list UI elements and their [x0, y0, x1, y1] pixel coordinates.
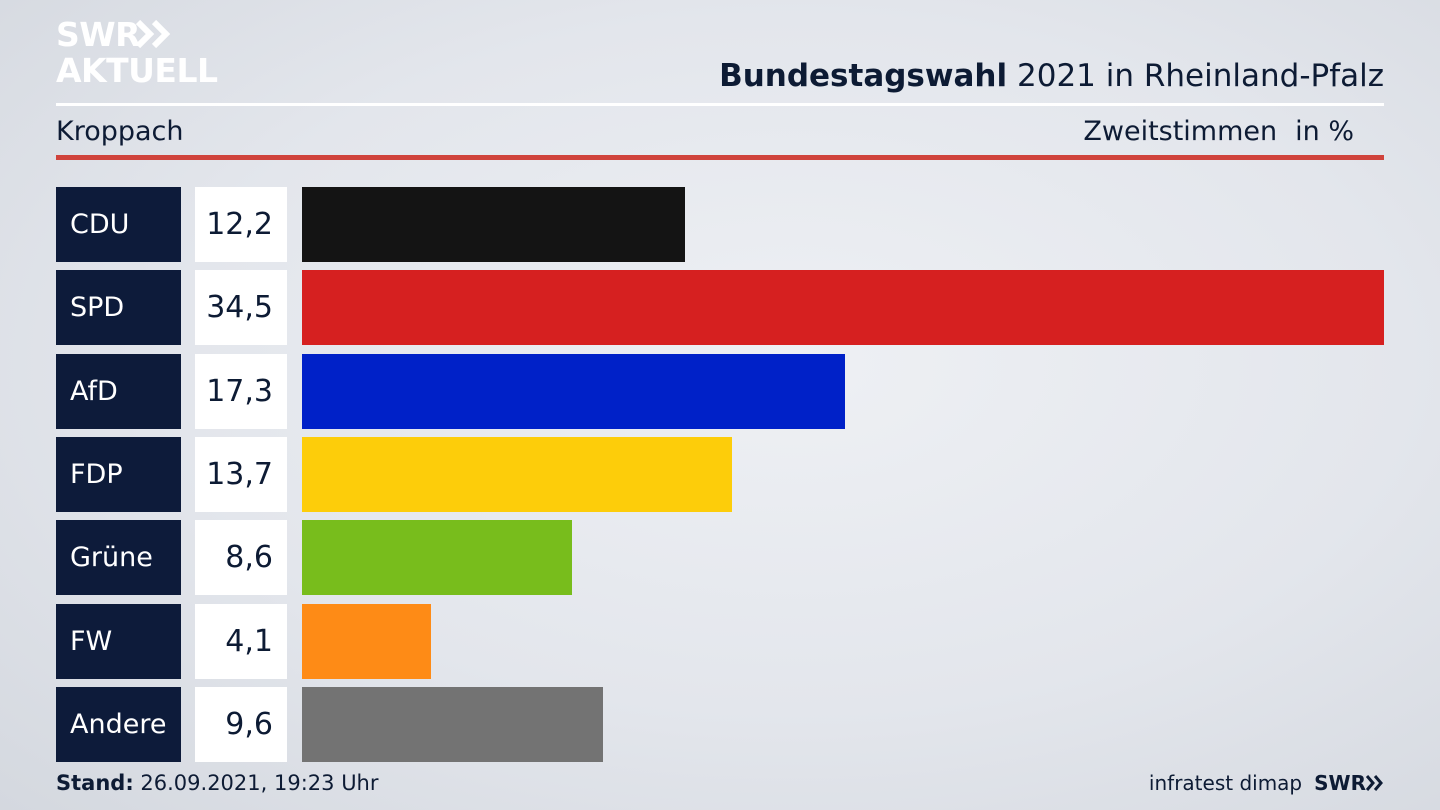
logo-aktuell-text: AKTUELL — [56, 51, 218, 90]
party-label-gr-ne: Grüne — [56, 520, 181, 595]
swr-brand: SWR — [1314, 771, 1384, 795]
logo-chevrons-icon — [136, 20, 171, 48]
header-divider — [56, 103, 1384, 106]
party-label-andere: Andere — [56, 687, 181, 762]
value-label-gr-ne: 8,6 — [195, 520, 287, 595]
bar-cdu — [302, 187, 685, 262]
bar-fw — [302, 604, 431, 679]
measure-label: Zweitstimmen in % — [1083, 116, 1354, 147]
accent-divider — [56, 155, 1384, 160]
value-label-fdp: 13,7 — [195, 437, 287, 512]
bar-afd — [302, 354, 845, 429]
measure-name: Zweitstimmen — [1083, 116, 1278, 147]
timestamp: Stand: 26.09.2021, 19:23 Uhr — [56, 771, 379, 795]
stand-value: 26.09.2021, 19:23 Uhr — [140, 771, 379, 795]
bar-andere — [302, 687, 603, 762]
swr-aktuell-logo: SWR AKTUELL — [56, 16, 226, 90]
stand-label: Stand: — [56, 771, 134, 795]
source-credit: infratest dimap SWR — [1149, 771, 1384, 795]
measure-unit: in % — [1295, 116, 1354, 147]
value-label-spd: 34,5 — [195, 270, 287, 345]
swr-brand-text: SWR — [1314, 771, 1366, 795]
title-strong: Bundestagswahl — [719, 58, 1008, 94]
party-label-spd: SPD — [56, 270, 181, 345]
source-label: infratest dimap — [1148, 771, 1303, 795]
swr-chevrons-icon — [1366, 775, 1383, 791]
logo-swr-text: SWR — [56, 15, 141, 54]
party-label-fw: FW — [56, 604, 181, 679]
value-label-cdu: 12,2 — [195, 187, 287, 262]
party-label-cdu: CDU — [56, 187, 181, 262]
party-label-fdp: FDP — [56, 437, 181, 512]
value-label-afd: 17,3 — [195, 354, 287, 429]
bar-gr-ne — [302, 520, 572, 595]
bar-fdp — [302, 437, 732, 512]
party-label-afd: AfD — [56, 354, 181, 429]
bar-spd — [302, 270, 1384, 345]
title-rest: 2021 in Rheinland-Pfalz — [1017, 58, 1384, 94]
value-label-andere: 9,6 — [195, 687, 287, 762]
location-label: Kroppach — [56, 116, 184, 147]
value-label-fw: 4,1 — [195, 604, 287, 679]
chart-title: Bundestagswahl 2021 in Rheinland-Pfalz — [719, 58, 1384, 94]
